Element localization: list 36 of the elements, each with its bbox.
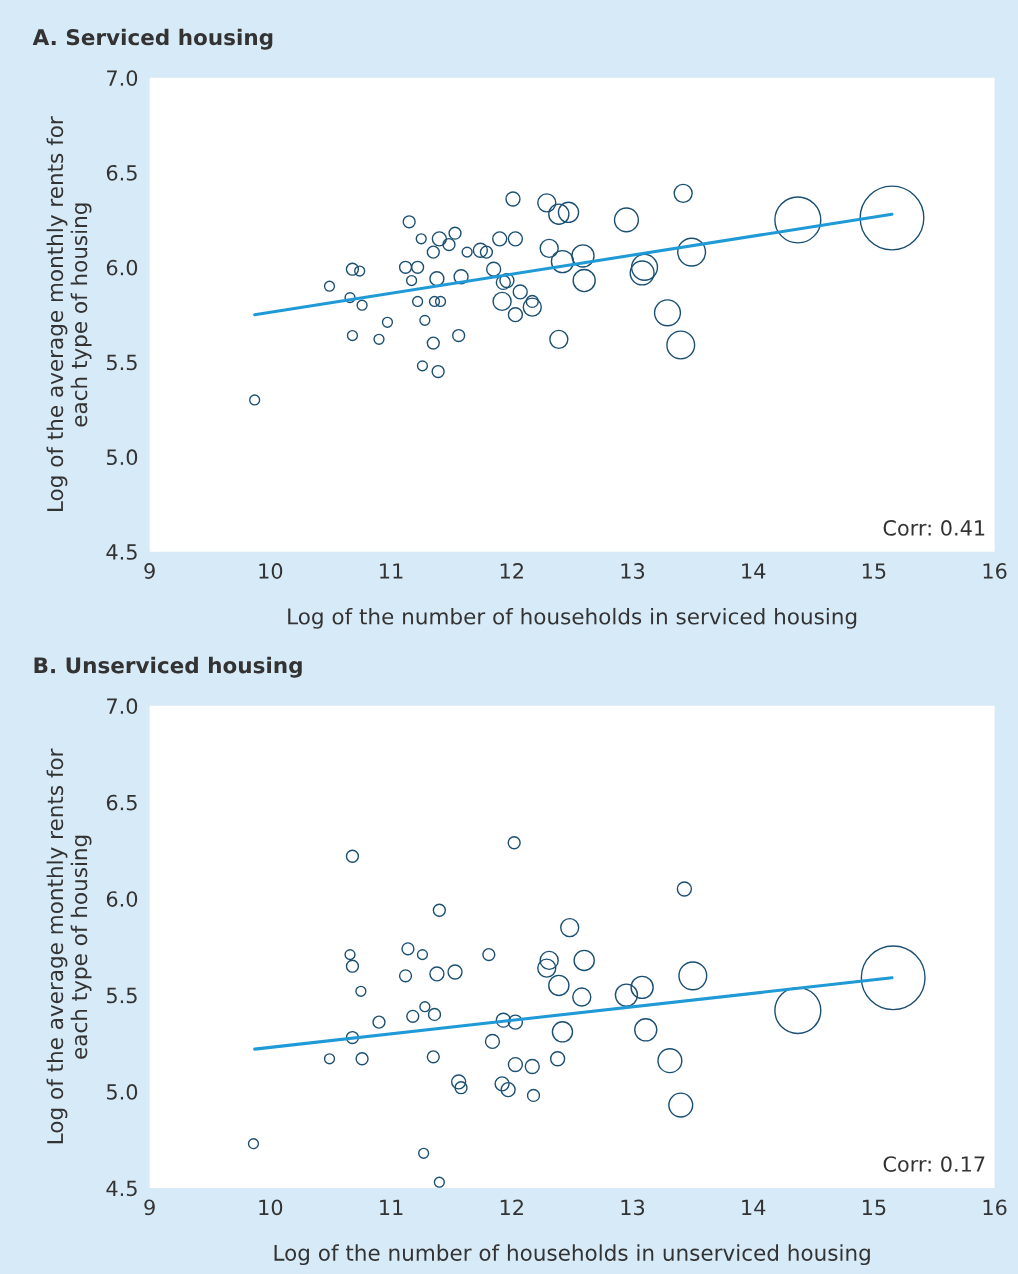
y-tick-label: 4.5	[106, 544, 137, 560]
y-tick-label: 6.5	[106, 164, 137, 181]
x-tick-label: 9	[144, 563, 155, 579]
x-tick-label: 15	[862, 563, 886, 579]
chart-title: B. Unserviced housing	[34, 656, 302, 678]
x-tick-label: 11	[380, 563, 403, 579]
x-tick-label: 12	[500, 1199, 523, 1215]
annotation: Corr: 0.41	[883, 520, 985, 536]
y-tick-label: 6.0	[106, 259, 138, 276]
x-tick-label: 13	[621, 1199, 645, 1216]
x-axis-title: Log of the number of households in unserviced housing	[274, 1244, 870, 1266]
y-axis-title: Log of the average monthly rents for each type of housing	[46, 748, 92, 1144]
y-tick-label: 5.5	[107, 987, 137, 1004]
x-tick-label: 10	[259, 563, 283, 579]
x-tick-label: 14	[742, 1199, 766, 1215]
y-tick-label: 5.0	[107, 1084, 138, 1100]
chart-title: A. Serviced housing	[32, 28, 273, 50]
y-axis-title: Log of the average monthly rents for each type of housing	[46, 116, 92, 511]
x-tick-label: 11	[380, 1199, 403, 1215]
y-tick-label: 4.5	[106, 1180, 137, 1197]
x-tick-label: 16	[983, 1199, 1007, 1216]
x-axis-title: Log of the number of households in serviced housing	[288, 607, 857, 629]
y-tick-label: 5.0	[107, 449, 138, 466]
y-tick-label: 7.0	[107, 70, 138, 86]
y-tick-label: 5.5	[107, 354, 137, 371]
x-tick-label: 16	[983, 563, 1007, 579]
x-tick-label: 15	[862, 1199, 886, 1216]
y-tick-label: 6.5	[106, 794, 137, 811]
x-tick-label: 14	[742, 563, 766, 579]
x-tick-label: 9	[144, 1199, 155, 1216]
y-tick-label: 7.0	[107, 698, 138, 715]
annotation: Corr: 0.17	[883, 1156, 985, 1172]
x-tick-label: 10	[259, 1199, 283, 1216]
x-tick-label: 12	[500, 563, 523, 579]
x-tick-label: 13	[621, 563, 645, 579]
y-tick-label: 6.0	[106, 891, 138, 907]
